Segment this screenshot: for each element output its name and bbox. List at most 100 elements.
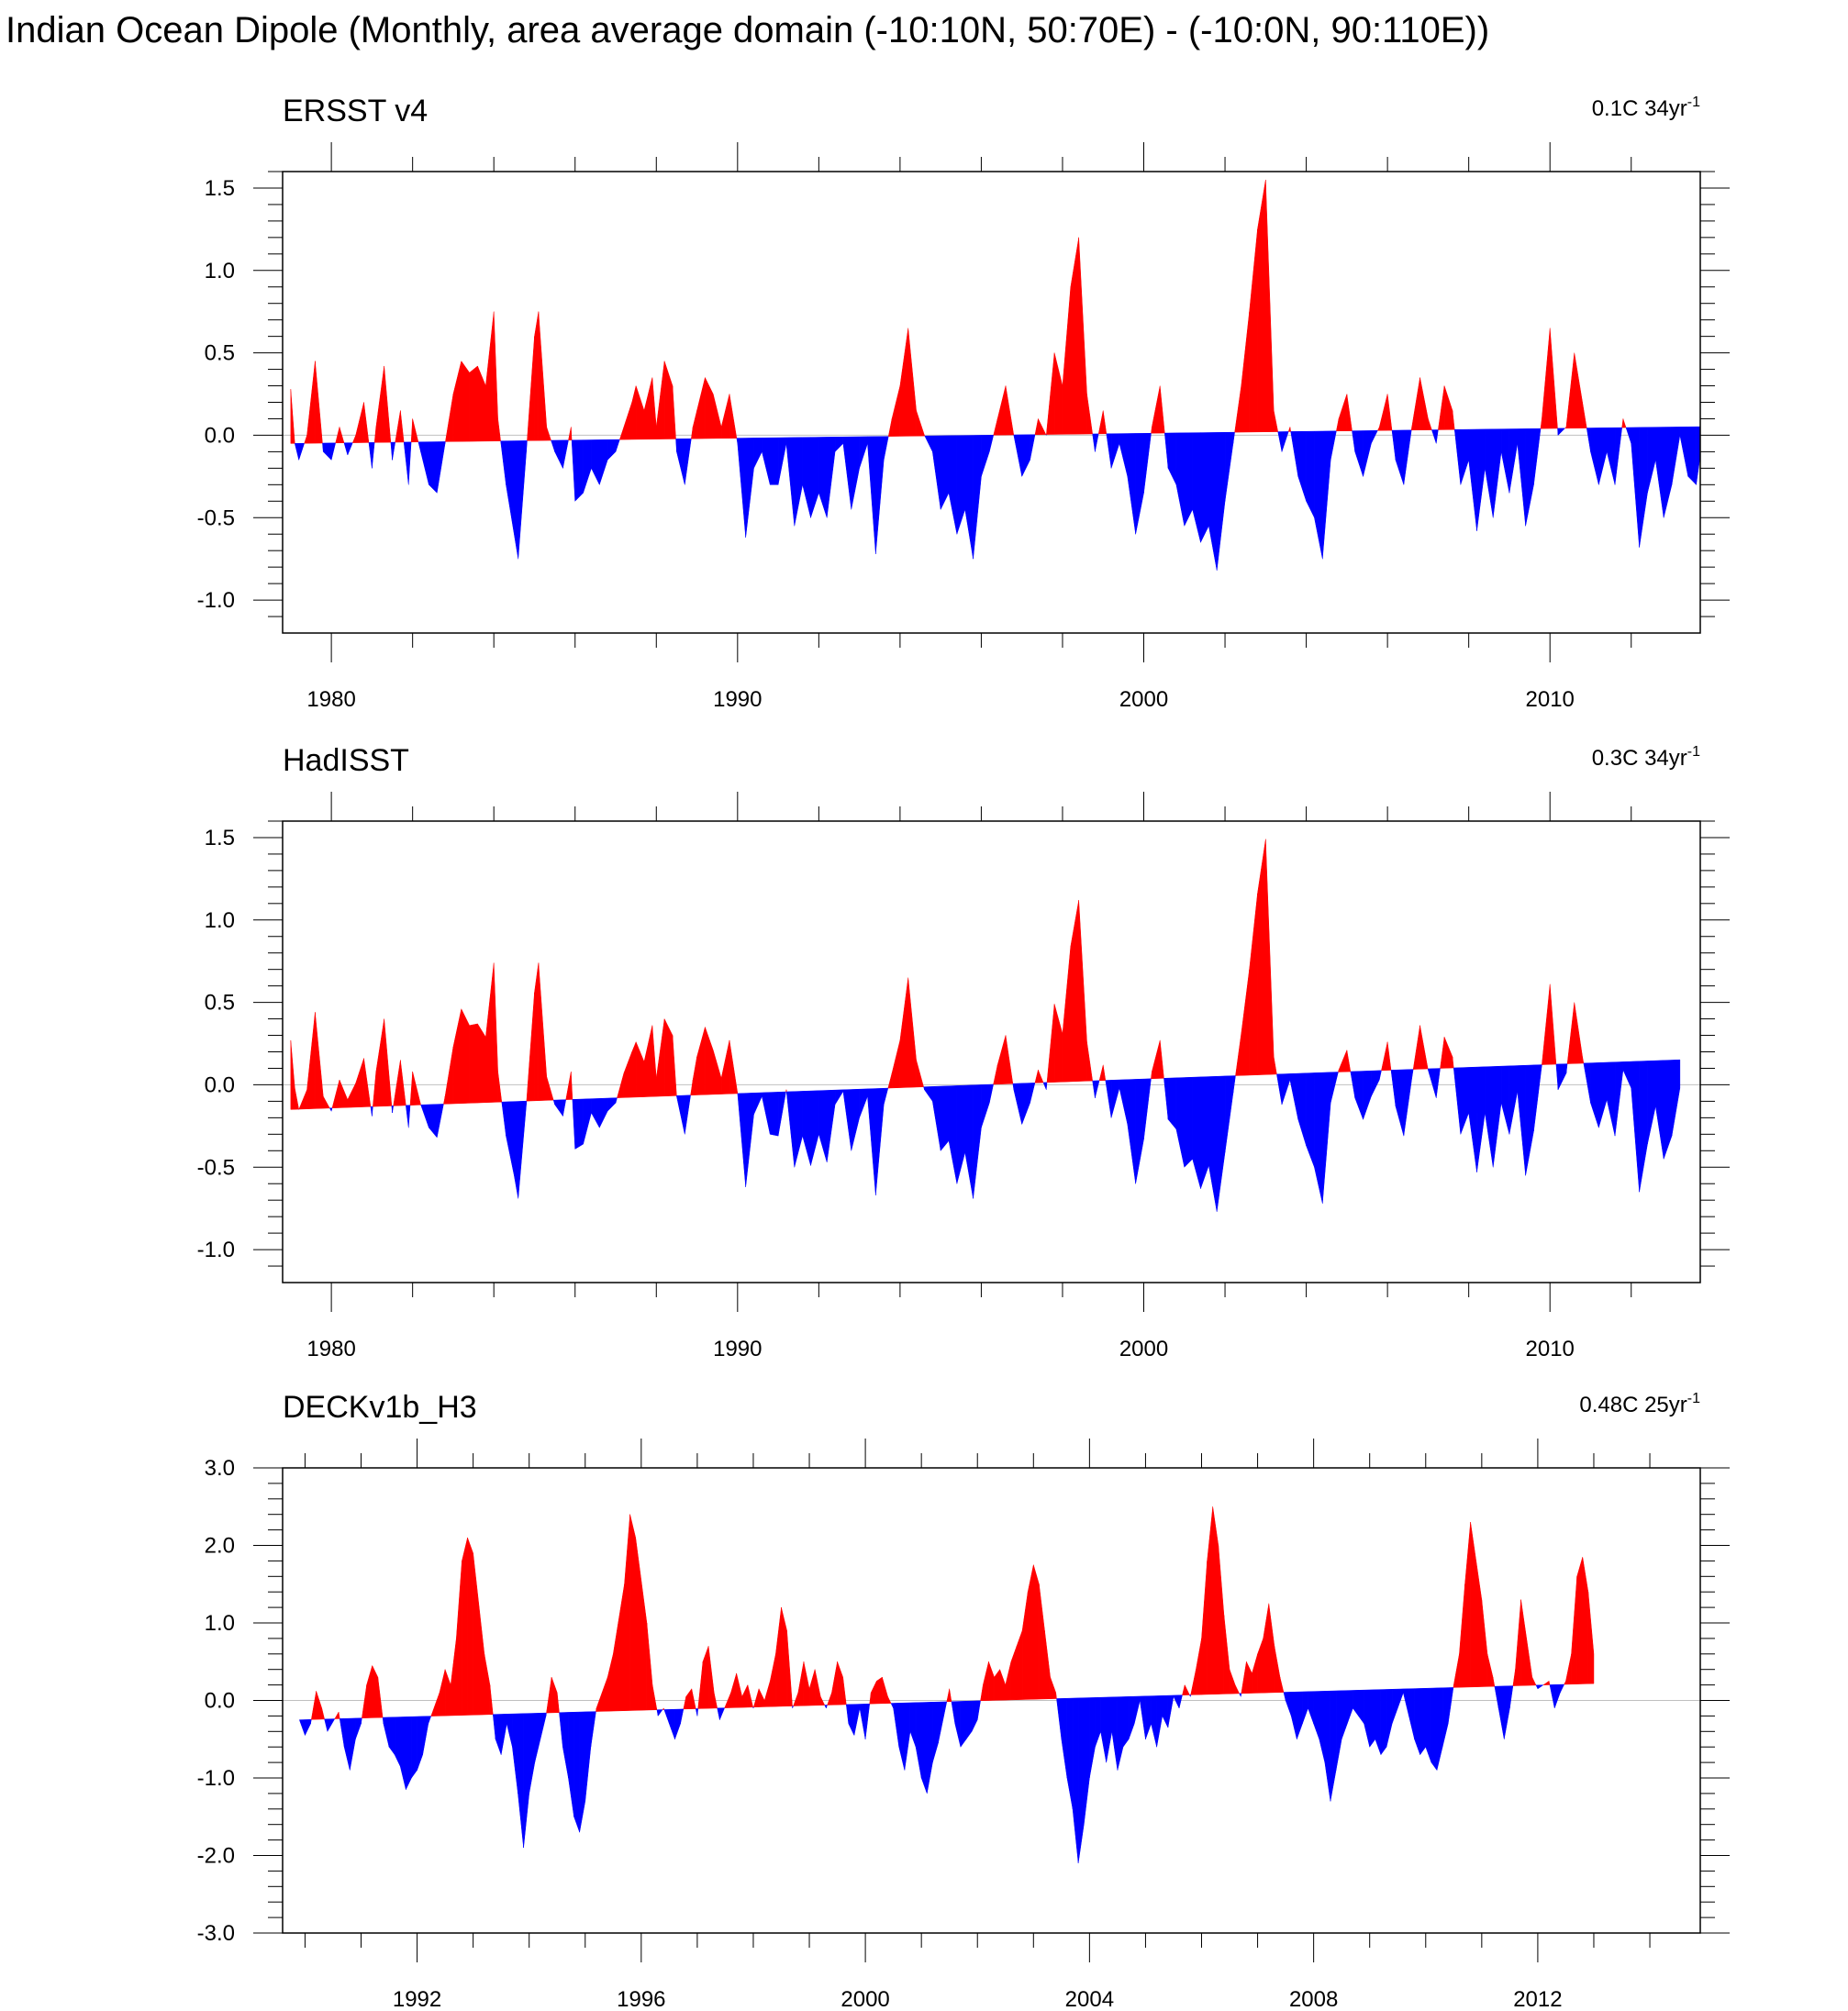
negative-anomaly — [403, 441, 409, 485]
negative-anomaly — [1175, 432, 1186, 527]
positive-anomaly — [1223, 1615, 1230, 1694]
negative-anomaly — [1184, 1076, 1193, 1168]
positive-anomaly — [720, 1039, 730, 1094]
negative-anomaly — [826, 1089, 836, 1162]
positive-anomaly — [831, 1661, 838, 1705]
positive-anomaly — [891, 1039, 901, 1089]
negative-anomaly — [1408, 1688, 1415, 1739]
positive-anomaly — [907, 328, 917, 437]
negative-anomaly — [964, 435, 974, 560]
positive-anomaly — [983, 1661, 989, 1702]
negative-anomaly — [534, 1712, 547, 1763]
negative-anomaly — [1216, 432, 1226, 571]
y-tick-label: 1.0 — [205, 908, 235, 933]
positive-anomaly — [551, 1677, 558, 1714]
positive-anomaly — [546, 1076, 554, 1101]
negative-anomaly — [842, 436, 852, 510]
positive-anomaly — [477, 365, 486, 442]
positive-anomaly — [1039, 1583, 1045, 1700]
positive-anomaly — [663, 1018, 674, 1097]
positive-anomaly — [1419, 377, 1429, 430]
negative-anomaly — [417, 1716, 423, 1771]
negative-anomaly — [971, 1700, 978, 1732]
positive-anomaly — [1571, 1576, 1577, 1685]
negative-anomaly — [1590, 1062, 1599, 1128]
negative-anomaly — [1403, 1688, 1409, 1717]
negative-anomaly — [1276, 1073, 1283, 1105]
positive-anomaly — [758, 1688, 765, 1707]
negative-anomaly — [422, 1716, 429, 1755]
positive-anomaly — [797, 1661, 805, 1706]
negative-anomaly — [506, 440, 515, 535]
positive-anomaly — [1102, 410, 1108, 435]
negative-anomaly — [1314, 430, 1323, 560]
negative-anomaly — [810, 437, 819, 518]
positive-anomaly — [571, 427, 573, 441]
negative-anomaly — [883, 436, 889, 461]
positive-anomaly — [643, 377, 653, 440]
positive-anomaly — [651, 377, 657, 439]
negative-anomaly — [1509, 1685, 1514, 1708]
positive-anomaly — [781, 1607, 787, 1707]
positive-anomaly — [1234, 385, 1242, 433]
negative-anomaly — [1192, 1076, 1201, 1189]
negative-anomaly — [512, 1713, 518, 1794]
positive-anomaly — [663, 1707, 665, 1710]
negative-anomaly — [717, 1707, 720, 1720]
positive-anomaly — [565, 1072, 572, 1100]
positive-anomaly — [377, 1677, 384, 1718]
negative-anomaly — [1341, 1690, 1348, 1739]
positive-anomaly — [363, 402, 370, 443]
negative-anomaly — [518, 1100, 527, 1199]
negative-anomaly — [989, 1083, 994, 1104]
negative-anomaly — [794, 1091, 803, 1168]
positive-anomaly — [705, 1027, 714, 1095]
negative-anomaly — [298, 442, 306, 461]
negative-anomaly — [407, 441, 412, 485]
negative-anomaly — [1391, 1688, 1398, 1724]
positive-anomaly — [1428, 418, 1432, 430]
negative-anomaly — [745, 1093, 754, 1187]
negative-anomaly — [1369, 1689, 1376, 1748]
positive-anomaly — [763, 1681, 771, 1707]
negative-anomaly — [554, 1099, 563, 1117]
negative-anomaly — [948, 435, 958, 535]
negative-anomaly — [676, 439, 685, 485]
negative-anomaly — [1606, 1061, 1616, 1137]
positive-anomaly — [295, 1087, 299, 1110]
y-tick-label: -1.0 — [197, 1238, 235, 1262]
negative-anomaly — [1647, 427, 1656, 494]
positive-anomaly — [1515, 1599, 1521, 1686]
x-tick-label: 2008 — [1289, 1987, 1338, 2011]
negative-anomaly — [1208, 1075, 1218, 1212]
negative-anomaly — [1314, 1072, 1323, 1204]
positive-anomaly — [375, 1018, 384, 1107]
positive-anomaly — [692, 410, 697, 439]
positive-anomaly — [1098, 1064, 1104, 1082]
negative-anomaly — [954, 1701, 962, 1748]
negative-anomaly — [794, 437, 803, 527]
negative-anomaly — [1508, 428, 1519, 494]
negative-anomaly — [1347, 1690, 1353, 1724]
positive-anomaly — [1044, 1630, 1051, 1700]
positive-anomaly — [887, 1696, 892, 1704]
negative-anomaly — [1151, 1695, 1157, 1748]
negative-anomaly — [1537, 1684, 1544, 1690]
negative-anomaly — [1655, 427, 1664, 518]
positive-anomaly — [1038, 418, 1047, 435]
negative-anomaly — [1358, 1689, 1364, 1725]
negative-anomaly — [1192, 432, 1201, 543]
y-tick-label: -2.0 — [197, 1844, 235, 1869]
negative-anomaly — [1290, 431, 1298, 477]
positive-anomaly — [1549, 983, 1557, 1065]
positive-anomaly — [1159, 1039, 1164, 1079]
positive-anomaly — [1481, 1599, 1488, 1687]
negative-anomaly — [1380, 1689, 1387, 1756]
positive-anomaly — [1249, 894, 1258, 1076]
positive-anomaly — [1564, 1681, 1566, 1685]
negative-anomaly — [1687, 426, 1697, 485]
negative-anomaly — [343, 1717, 351, 1771]
positive-anomaly — [1419, 1025, 1429, 1070]
negative-anomaly — [1476, 1066, 1486, 1172]
negative-anomaly — [1606, 427, 1616, 485]
